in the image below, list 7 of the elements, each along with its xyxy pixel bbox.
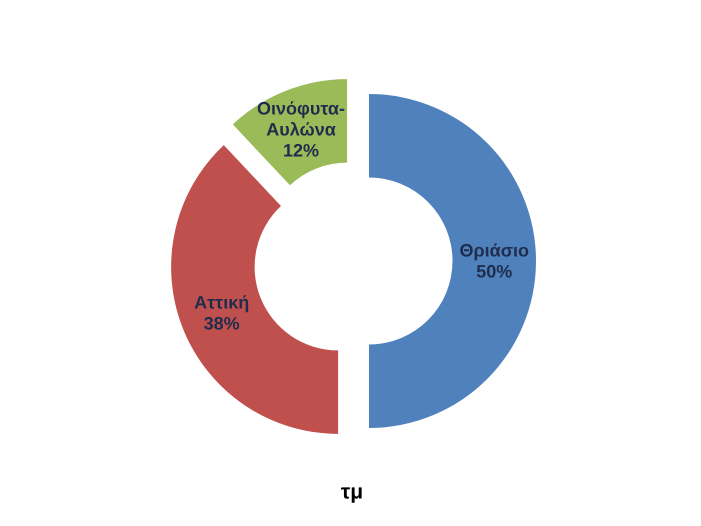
data-label: 38%	[204, 314, 240, 334]
slice-label: Οινόφυτα-Αυλώνα	[257, 98, 345, 140]
data-label: 50%	[476, 262, 512, 282]
data-label: 12%	[282, 140, 320, 161]
slice-label: Θριάσιο	[459, 240, 530, 260]
slice-label: Αττική	[194, 292, 250, 312]
text: τμ	[340, 480, 364, 504]
